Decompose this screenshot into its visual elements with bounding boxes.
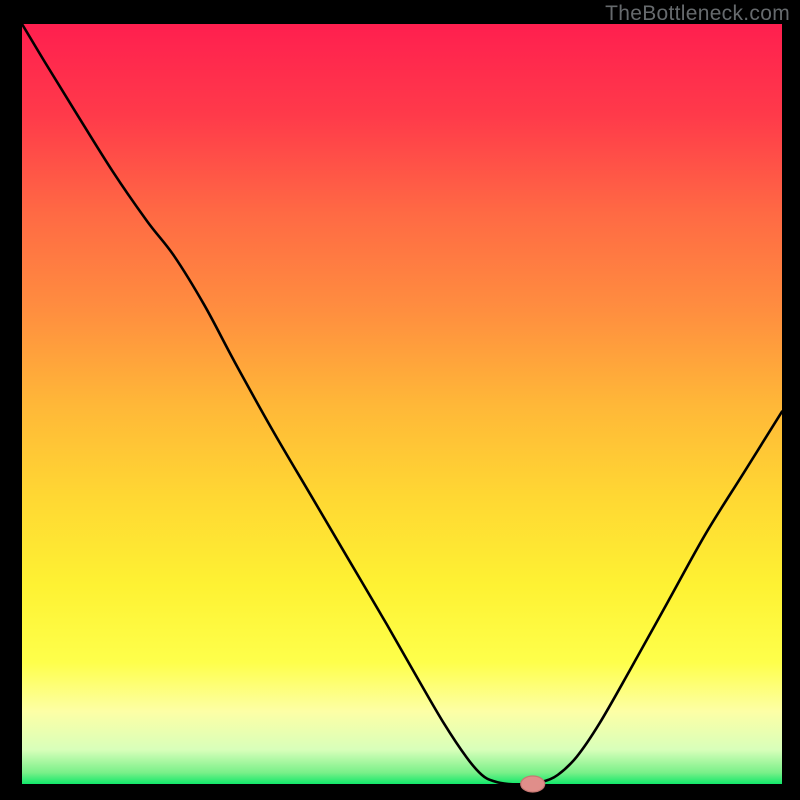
chart-wrap: TheBottleneck.com <box>0 0 800 800</box>
watermark-label: TheBottleneck.com <box>605 2 790 26</box>
plot-svg <box>0 0 800 800</box>
plot-background <box>22 24 782 784</box>
optimum-marker <box>521 776 545 792</box>
